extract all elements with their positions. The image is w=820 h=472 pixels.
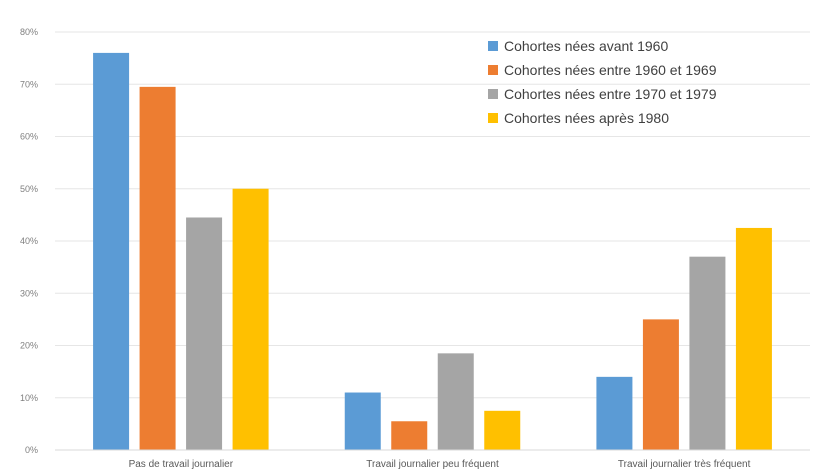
y-tick-label: 40% xyxy=(20,236,38,246)
y-tick-label: 50% xyxy=(20,184,38,194)
bar xyxy=(391,421,428,450)
bar xyxy=(344,392,381,450)
bars xyxy=(93,52,772,451)
legend-swatch xyxy=(488,89,498,99)
y-tick-label: 20% xyxy=(20,341,38,351)
legend: Cohortes nées avant 1960 Cohortes nées en… xyxy=(488,38,717,126)
legend-entry-label: Cohortes nées après 1980 xyxy=(504,110,669,126)
y-tick-label: 80% xyxy=(20,27,38,37)
bar xyxy=(735,227,772,450)
gridlines xyxy=(55,31,810,399)
x-axis-category-labels: Pas de travail journalier Travail journal… xyxy=(129,459,751,470)
bar xyxy=(232,188,269,450)
bar xyxy=(186,217,223,450)
legend-swatch xyxy=(488,65,498,75)
x-category-label: Travail journalier très fréquent xyxy=(618,459,751,470)
bar xyxy=(689,256,726,450)
x-category-label: Pas de travail journalier xyxy=(129,459,234,470)
bar xyxy=(596,376,633,450)
bar xyxy=(642,319,679,450)
legend-swatch xyxy=(488,41,498,51)
bar xyxy=(484,410,521,450)
bar xyxy=(139,86,176,451)
bar xyxy=(437,353,474,450)
legend-entry-label: Cohortes nées avant 1960 xyxy=(504,38,668,54)
legend-swatch xyxy=(488,113,498,123)
y-axis-tick-labels: 0% 10% 20% 30% 40% 50% 60% 70% 80% xyxy=(20,27,38,455)
x-category-label: Travail journalier peu fréquent xyxy=(366,459,499,470)
y-tick-label: 10% xyxy=(20,393,38,403)
y-tick-label: 0% xyxy=(25,445,38,455)
bar xyxy=(93,52,130,451)
legend-entry-label: Cohortes nées entre 1970 et 1979 xyxy=(504,86,717,102)
legend-entry-label: Cohortes nées entre 1960 et 1969 xyxy=(504,62,717,78)
y-tick-label: 60% xyxy=(20,132,38,142)
y-tick-label: 30% xyxy=(20,288,38,298)
y-tick-label: 70% xyxy=(20,79,38,89)
